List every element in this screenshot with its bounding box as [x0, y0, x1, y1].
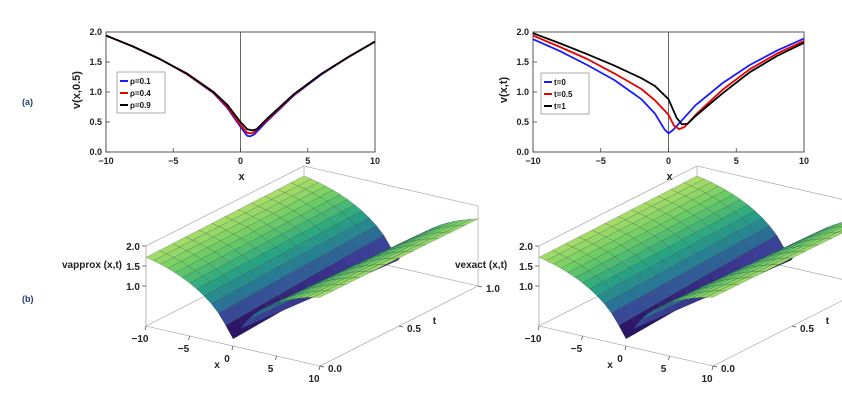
t-tick-mark: [398, 325, 404, 328]
series-line-2: [532, 34, 805, 131]
t-tick-label: 1.0: [486, 284, 500, 295]
legend-entry: ρ=0.1: [130, 77, 151, 86]
x-tick-label: 0: [666, 156, 671, 166]
t-tick-label: 0.5: [407, 324, 421, 335]
x-tick-mark: [231, 345, 234, 351]
t-tick-label: 0.0: [328, 364, 342, 375]
z-tick-label: 1.0: [126, 282, 140, 293]
x-axis-label: x: [238, 171, 245, 183]
x-tick-mark: [318, 365, 321, 371]
x-tick-mark: [144, 325, 147, 331]
legend-entry: t=1: [554, 102, 566, 111]
x-tick-label: −10: [525, 156, 540, 166]
y-tick-label: 2.0: [516, 27, 529, 37]
t-tick-mark: [712, 365, 718, 368]
t-tick-label: 0.5: [800, 324, 814, 335]
z-tick-label: 1.5: [519, 262, 533, 273]
x-tick-mark: [581, 335, 583, 341]
y-tick-label: 2.0: [89, 27, 102, 37]
x-tick-label: −10: [525, 334, 542, 345]
x-tick-label: −10: [132, 334, 149, 345]
y-tick-label: 0.0: [516, 147, 529, 157]
x-tick-label: 5: [661, 364, 667, 375]
z-tick-label: 2.0: [519, 242, 533, 253]
x-tick-label: 10: [799, 156, 809, 166]
y-tick-label: 0.5: [89, 117, 102, 127]
x-tick-label: −5: [168, 156, 178, 166]
series-line-3: [532, 32, 805, 126]
box-edge: [303, 165, 479, 207]
z-tick-label: 2.0: [126, 242, 140, 253]
z-tick-label: 1.5: [126, 262, 140, 273]
y-axis-label: v(x,0.5): [71, 71, 83, 109]
x-axis-label: x: [666, 171, 673, 183]
x-tick-mark: [275, 355, 277, 361]
surface-patch: [837, 229, 842, 233]
y-tick-label: 1.0: [89, 87, 102, 97]
y-axis-label: v(x,t): [498, 77, 510, 104]
legend-entry: t=0.5: [554, 90, 573, 99]
x-tick-label: 0: [238, 156, 243, 166]
box-edge: [712, 300, 842, 367]
x-tick-mark: [668, 355, 670, 361]
x-tick-label: 0: [224, 354, 230, 365]
x-axis-label: x: [214, 360, 220, 371]
y-tick-label: 1.5: [516, 57, 529, 67]
t-tick-label: 0.0: [721, 364, 735, 375]
x-tick-label: 5: [268, 364, 274, 375]
series-line-1: [532, 37, 805, 135]
x-tick-label: 10: [308, 374, 320, 385]
box-edge-front: [538, 165, 698, 247]
x-tick-mark: [537, 325, 540, 331]
x-tick-label: −5: [571, 344, 583, 355]
x-tick-label: −5: [178, 344, 190, 355]
x-axis-label: x: [607, 360, 613, 371]
t-axis-label: t: [826, 316, 830, 327]
y-tick-label: 0.0: [89, 147, 102, 157]
panel-label-a: (a): [22, 97, 33, 107]
surface-plot: [142, 165, 483, 371]
series-line-3: [105, 34, 376, 132]
x-tick-label: 10: [701, 374, 713, 385]
z-axis-label: vapprox (x,t): [62, 260, 122, 271]
panel-label-b: (b): [22, 294, 34, 304]
legend-entry: ρ=0.9: [130, 101, 151, 110]
x-tick-label: 0: [617, 354, 623, 365]
box-edge: [696, 165, 842, 200]
x-tick-mark: [624, 345, 627, 351]
surface-patch: [705, 290, 727, 298]
box-edge-front: [145, 165, 305, 247]
t-axis-label: t: [433, 316, 437, 327]
z-tick-label: 1.0: [519, 282, 533, 293]
t-tick-mark: [477, 285, 483, 288]
x-tick-mark: [188, 335, 190, 341]
surface-plot: [535, 165, 842, 371]
y-tick-label: 1.0: [516, 87, 529, 97]
t-tick-mark: [319, 365, 325, 368]
x-tick-label: 5: [305, 156, 310, 166]
surface-patch: [312, 290, 334, 298]
x-tick-label: 5: [734, 156, 739, 166]
y-tick-label: 1.5: [89, 57, 102, 67]
x-tick-label: −5: [596, 156, 606, 166]
x-tick-label: 10: [370, 156, 380, 166]
legend-entry: ρ=0.4: [130, 89, 151, 98]
x-tick-label: −10: [98, 156, 113, 166]
x-tick-mark: [711, 365, 714, 371]
t-tick-mark: [791, 325, 797, 328]
legend-entry: t=0: [554, 78, 566, 87]
y-tick-label: 0.5: [516, 117, 529, 127]
z-axis-label: vexact (x,t): [455, 260, 507, 271]
